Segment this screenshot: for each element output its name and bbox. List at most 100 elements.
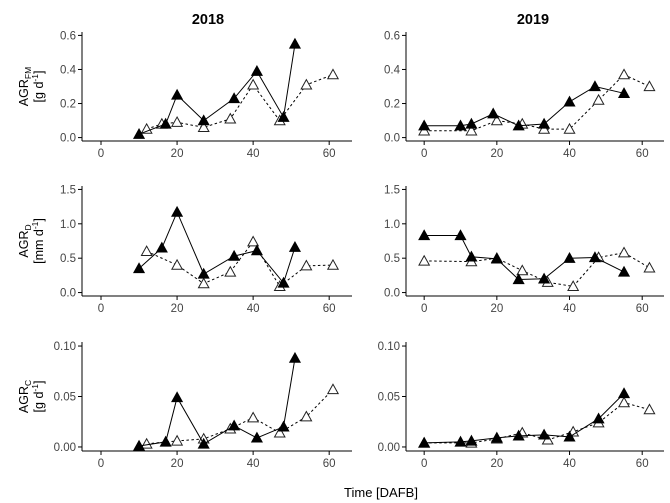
point-open-triangle — [326, 383, 340, 395]
y-axis-label: AGRC[g d-1] — [17, 380, 46, 413]
point-filled-triangle — [277, 420, 290, 432]
x-tick-label: 20 — [171, 303, 184, 315]
point-open-triangle — [197, 277, 210, 289]
x-tick-label: 0 — [98, 303, 104, 315]
point-open-triangle — [326, 68, 340, 80]
point-open-triangle — [197, 121, 210, 133]
point-filled-triangle — [132, 262, 146, 274]
point-open-triangle — [643, 80, 656, 92]
point-filled-triangle — [512, 273, 525, 285]
point-filled-triangle — [617, 265, 631, 277]
y-tick-label: 0.0 — [60, 288, 76, 300]
point-filled-triangle — [418, 119, 431, 131]
x-axis-label: Time [DAFB] — [344, 485, 418, 500]
point-filled-triangle — [490, 431, 503, 443]
point-filled-triangle — [288, 240, 302, 252]
x-tick-label: 40 — [563, 303, 576, 315]
point-filled-triangle — [250, 64, 263, 76]
panel-3-2: 0.00 0.05 0.10 0 20 40 60 — [378, 341, 664, 470]
point-filled-triangle — [617, 87, 631, 98]
y-tick-label: 0.00 — [378, 442, 400, 454]
point-filled-triangle — [277, 276, 290, 288]
point-open-triangle — [300, 410, 313, 422]
point-filled-triangle — [512, 429, 525, 441]
column-title-2019: 2019 — [517, 12, 549, 28]
y-tick-label: 1.0 — [60, 219, 76, 231]
y-tick-label: 0.5 — [384, 253, 400, 265]
point-filled-triangle — [228, 249, 241, 261]
point-filled-triangle — [159, 117, 172, 129]
point-filled-triangle — [588, 80, 602, 92]
y-tick-label: 0.4 — [60, 64, 77, 76]
panel-1-1: 0.0 0.2 0.4 0.6 0 20 40 60 AGRFM[g d-1] — [17, 30, 352, 160]
point-open-triangle — [643, 403, 656, 415]
series-line-filled — [138, 358, 296, 447]
point-open-triangle — [418, 254, 431, 266]
x-tick-label: 40 — [563, 458, 576, 470]
point-filled-triangle — [288, 37, 302, 49]
x-tick-label: 0 — [421, 148, 427, 160]
point-open-triangle — [247, 78, 260, 90]
point-filled-triangle — [563, 430, 576, 442]
point-filled-triangle — [563, 95, 576, 107]
y-tick-label: 1.5 — [60, 184, 76, 196]
column-title-2018: 2018 — [192, 12, 224, 28]
point-filled-triangle — [171, 391, 184, 403]
point-open-triangle — [300, 259, 313, 271]
point-open-triangle — [592, 93, 605, 105]
point-filled-triangle — [538, 117, 551, 129]
point-open-triangle — [224, 265, 237, 277]
point-filled-triangle — [454, 229, 467, 241]
x-tick-label: 20 — [490, 303, 503, 315]
x-tick-label: 20 — [490, 458, 503, 470]
x-tick-label: 0 — [421, 458, 427, 470]
point-filled-triangle — [588, 251, 602, 263]
x-tick-label: 40 — [247, 303, 260, 315]
panel-2-1: 0.0 0.5 1.0 1.5 0 20 40 60 AGRD[mm d-1] — [17, 184, 352, 315]
point-open-triangle — [247, 411, 260, 423]
x-tick-label: 0 — [421, 303, 427, 315]
point-open-triangle — [273, 426, 286, 438]
point-filled-triangle — [563, 251, 576, 263]
point-filled-triangle — [197, 437, 210, 449]
y-tick-label: 0.10 — [54, 341, 76, 353]
x-tick-label: 20 — [171, 458, 184, 470]
panel-1-2: 0.0 0.2 0.4 0.6 0 20 40 60 — [384, 30, 664, 160]
point-filled-triangle — [465, 250, 478, 262]
y-tick-label: 0.2 — [384, 99, 400, 111]
y-tick-label: 0.0 — [384, 288, 400, 300]
y-tick-label: 0.5 — [60, 253, 76, 265]
y-axis-label-unit: [g d-1] — [30, 381, 46, 413]
point-filled-triangle — [454, 119, 467, 131]
point-filled-triangle — [132, 439, 146, 451]
y-tick-label: 1.0 — [384, 219, 400, 231]
series-line-filled — [424, 393, 625, 444]
point-filled-triangle — [228, 92, 241, 104]
point-filled-triangle — [617, 387, 631, 399]
point-filled-triangle — [512, 119, 525, 131]
point-filled-triangle — [132, 127, 146, 139]
y-tick-label: 0.6 — [384, 30, 400, 42]
point-filled-triangle — [250, 244, 263, 256]
point-open-triangle — [171, 258, 184, 270]
y-axis-label: AGRFM[g d-1] — [17, 67, 46, 106]
y-tick-label: 0.00 — [54, 442, 76, 454]
point-open-triangle — [617, 246, 631, 258]
panel-3-1: 0.00 0.05 0.10 0 20 40 60 AGRC[g d-1] — [17, 341, 352, 470]
point-open-triangle — [140, 122, 153, 134]
y-tick-label: 0.6 — [60, 30, 76, 42]
point-filled-triangle — [592, 412, 605, 424]
y-tick-label: 0.2 — [60, 99, 76, 111]
x-tick-label: 40 — [247, 148, 260, 160]
point-filled-triangle — [228, 419, 241, 431]
point-filled-triangle — [538, 428, 551, 440]
point-open-triangle — [326, 258, 340, 270]
x-tick-label: 20 — [490, 148, 503, 160]
series-line-open — [424, 252, 650, 287]
y-axis-label-unit: [g d-1] — [30, 71, 46, 103]
point-open-triangle — [617, 68, 631, 80]
point-filled-triangle — [288, 351, 302, 363]
y-tick-label: 0.0 — [60, 133, 76, 145]
y-tick-label: 0.05 — [54, 392, 76, 404]
point-open-triangle — [490, 114, 503, 126]
